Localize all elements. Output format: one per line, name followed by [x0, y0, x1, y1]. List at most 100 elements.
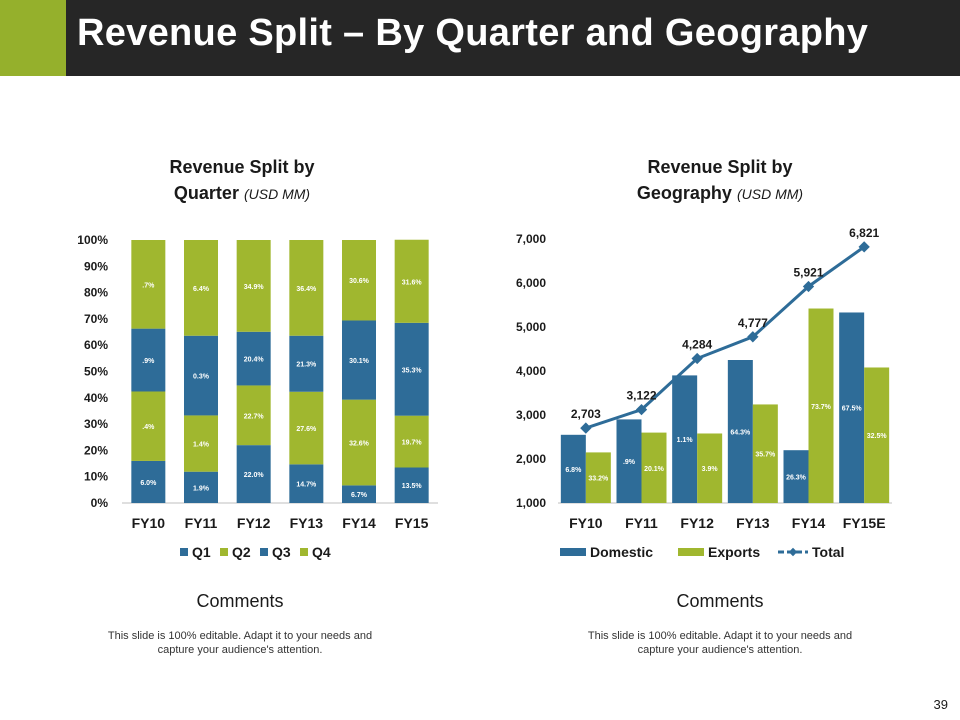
left-chart-title-line2: Quarter (USD MM) [112, 180, 372, 207]
data-label: 1.1% [677, 437, 694, 444]
left-chart-title: Revenue Split by Quarter (USD MM) [112, 154, 372, 207]
data-label: 20.1% [644, 466, 665, 473]
bar-exports [641, 432, 667, 503]
data-label: 21.3% [296, 362, 317, 369]
y-tick-label: 90% [84, 259, 108, 273]
y-tick-label: 3,000 [516, 408, 546, 422]
bar-domestic [672, 375, 698, 503]
total-marker [691, 352, 703, 365]
legend-marker-total [788, 547, 798, 557]
data-label: 6.7% [351, 492, 368, 499]
data-label: 22.0% [244, 472, 265, 479]
x-tick-label: FY14 [792, 515, 826, 531]
x-tick-label: FY14 [342, 515, 376, 531]
data-label: 35.7% [755, 452, 776, 459]
data-label: 1.4% [193, 442, 210, 449]
data-label: .4% [142, 424, 155, 431]
data-label: 14.7% [296, 482, 317, 489]
y-tick-label: 4,000 [516, 364, 546, 378]
legend-label-domestic: Domestic [590, 544, 653, 560]
legend-label-total: Total [812, 544, 844, 560]
bar-exports [697, 433, 723, 503]
total-value-label: 2,703 [571, 407, 601, 421]
data-label: 32.5% [867, 433, 888, 440]
right-chart-title-bold: Geography [636, 183, 732, 203]
data-label: 31.6% [402, 279, 423, 286]
total-value-label: 3,122 [626, 389, 656, 403]
legend-swatch-exports [678, 548, 704, 556]
bar-domestic [616, 419, 642, 503]
left-comments-line2: capture your audience's attention. [157, 644, 323, 656]
bar-q2 [131, 391, 166, 461]
page-title: Revenue Split – By Quarter and Geography [77, 12, 869, 54]
bar-q1 [184, 471, 218, 503]
data-label: 1.9% [193, 485, 210, 492]
data-label: 13.5% [402, 483, 423, 490]
bar-domestic [727, 360, 753, 503]
total-marker [802, 280, 815, 293]
x-tick-label: FY10 [132, 515, 166, 531]
y-tick-label: 0% [91, 496, 109, 510]
y-tick-label: 50% [84, 365, 108, 379]
data-label: .9% [623, 459, 636, 466]
data-label: .9% [142, 358, 155, 365]
bar-q2 [342, 399, 376, 486]
right-comments-heading: Comments [676, 591, 764, 611]
data-label: 32.6% [349, 441, 370, 448]
legend-swatch-q1 [180, 548, 188, 556]
legend-swatch-q3 [260, 548, 268, 556]
bar-q3 [131, 328, 166, 392]
bar-q2 [236, 385, 271, 446]
legend-label-q1: Q1 [192, 544, 211, 560]
data-label: 30.6% [349, 278, 370, 285]
legend-swatch-q2 [220, 548, 228, 556]
bar-q3 [289, 335, 324, 392]
y-tick-label: 20% [84, 443, 108, 457]
data-label: 6.0% [140, 480, 157, 487]
bar-q1 [289, 464, 324, 503]
y-tick-label: 80% [84, 286, 108, 300]
total-value-label: 4,284 [682, 338, 712, 352]
x-tick-label: FY11 [625, 515, 658, 531]
x-tick-label: FY15 [395, 515, 429, 531]
data-label: 27.6% [296, 426, 317, 433]
total-marker [747, 331, 759, 343]
total-line [585, 245, 866, 430]
y-tick-label: 60% [84, 338, 108, 352]
bar-q1 [236, 445, 271, 503]
header-bar [0, 0, 960, 76]
bar-q1 [394, 467, 429, 503]
bar-q3 [394, 322, 429, 416]
bar-q4 [342, 240, 376, 321]
bar-domestic [560, 434, 586, 503]
right-chart-title-line2: Geography (USD MM) [590, 180, 850, 207]
bar-exports [585, 452, 611, 503]
right-comments-line1: This slide is 100% editable. Adapt it to… [587, 630, 853, 642]
bar-q2 [184, 415, 218, 472]
y-tick-label: 7,000 [516, 232, 546, 246]
bar-q4 [394, 239, 429, 323]
data-label: 73.7% [811, 404, 832, 411]
x-tick-label: FY15E [843, 515, 886, 531]
data-label: 6.8% [565, 467, 582, 474]
x-tick-label: FY13 [290, 515, 324, 531]
total-marker [580, 422, 592, 434]
data-label: 36.4% [296, 286, 317, 293]
bar-q4 [236, 240, 271, 332]
left-chart-title-main: Revenue Split by [169, 157, 315, 177]
bar-q3 [236, 331, 271, 386]
bar-exports [864, 367, 890, 503]
legend-label-exports: Exports [708, 544, 760, 560]
y-tick-label: 100% [77, 233, 108, 247]
data-label: 35.3% [402, 367, 423, 374]
y-tick-label: 30% [84, 417, 108, 431]
page-number: 39 [933, 697, 948, 712]
y-tick-label: 2,000 [516, 452, 546, 466]
data-label: 26.3% [786, 475, 807, 482]
data-label: 6.4% [193, 286, 210, 293]
total-value-label: 4,777 [738, 316, 768, 330]
bar-q3 [342, 320, 376, 400]
data-label: 22.7% [244, 413, 265, 420]
left-comments-text: This slide is 100% editable. Adapt it to… [85, 629, 395, 657]
